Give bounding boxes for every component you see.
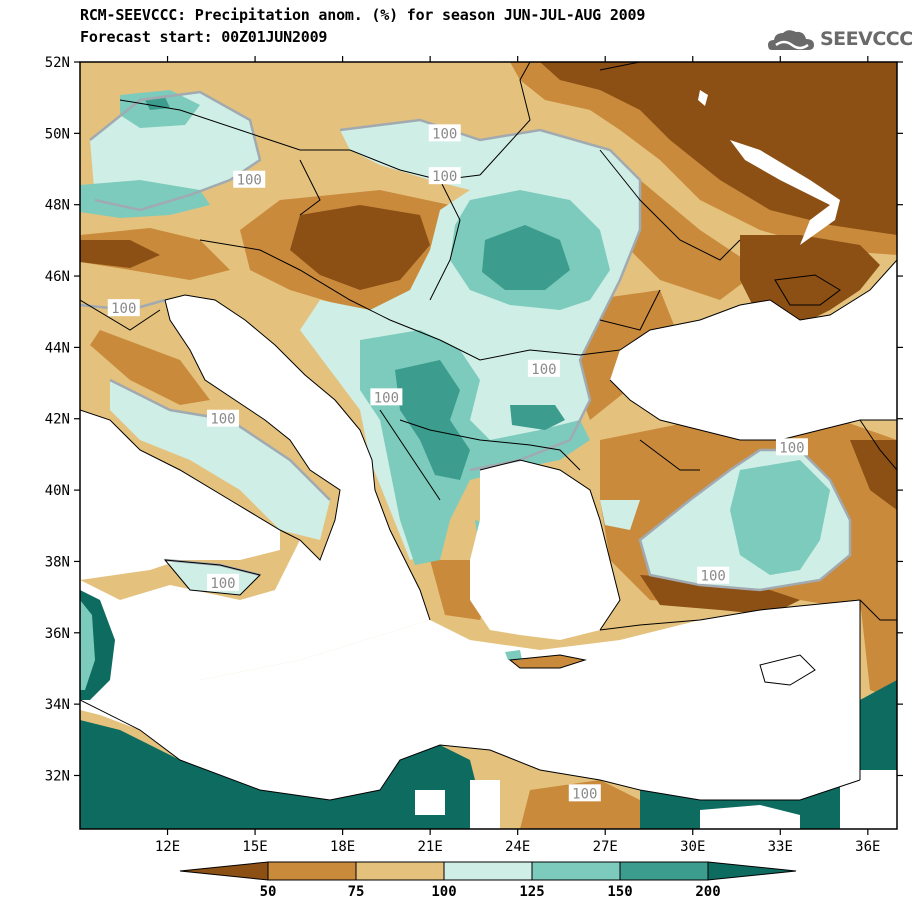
balkan-dark-teal: [395, 360, 470, 480]
axis-ticks: 52N 50N 48N 46N 44N 42N 40N 38N 36N 34N 32N 12E 15E 1…: [45, 55, 903, 855]
lon-tick-label: 30E: [680, 839, 705, 855]
turkey-dark: [640, 575, 800, 615]
colorbar-label: 100: [431, 884, 457, 900]
contour-label-bg: [775, 438, 808, 456]
lat-tick-label: 42N: [45, 412, 70, 428]
forecast-start: Forecast start: 00Z01JUN2009: [80, 28, 328, 46]
lat-tick-label: 40N: [45, 483, 70, 499]
aegean-light: [600, 500, 640, 530]
colorbar-segment: [179, 861, 269, 881]
tunisia-light: [80, 600, 95, 690]
colorbar-segment: [531, 861, 621, 881]
lat-tick-label: 52N: [45, 55, 70, 71]
lon-tick-label: 12E: [155, 839, 180, 855]
africa-teal: [80, 720, 480, 829]
contour-label: 100: [237, 173, 262, 189]
contour-label: 100: [779, 440, 804, 456]
lon-tick-label: 18E: [330, 839, 355, 855]
lat-tick-label: 50N: [45, 126, 70, 142]
contour-label: 100: [531, 362, 556, 378]
contour-label-bg: [233, 170, 266, 188]
logo-text: SEEVCCC: [820, 28, 913, 50]
lon-tick-label: 15E: [242, 839, 267, 855]
contour-labels: 100 100 100 100 100 100 100 100 100 100 100: [107, 124, 808, 802]
cloud-icon: [768, 30, 814, 50]
lon-tick-label: 27E: [593, 839, 618, 855]
mediterranean-sea: [80, 600, 860, 800]
contour-label-bg: [206, 409, 239, 427]
turkey-dark-ne: [850, 440, 897, 510]
romania-dark-teal: [482, 225, 570, 290]
czech-dark-teal: [145, 97, 170, 110]
alps-dark: [80, 240, 160, 268]
lon-tick-label: 24E: [505, 839, 530, 855]
black-sea: [610, 260, 897, 440]
lat-tick-label: 36N: [45, 626, 70, 642]
map-title: RCM-SEEVCCC: Precipitation anom. (%) for…: [80, 6, 646, 24]
dnieper-line: [730, 140, 840, 245]
lat-tick-label: 38N: [45, 554, 70, 570]
ukraine-brown-2: [620, 180, 760, 300]
map-frame: [79, 61, 898, 830]
egypt-white: [700, 805, 800, 829]
crimea: [775, 275, 840, 305]
contour-label-bg: [527, 359, 560, 377]
contour-label: 100: [572, 786, 597, 802]
lat-tick-label: 48N: [45, 198, 70, 214]
contour-label: 100: [432, 169, 457, 185]
africa-white-3: [840, 770, 897, 829]
contour-label-bg: [697, 566, 730, 584]
map-fields: [80, 62, 897, 829]
contour-label-bg: [568, 784, 601, 802]
contour-label-bg: [370, 388, 403, 406]
lat-tick-label: 34N: [45, 697, 70, 713]
colorbar-label: 200: [695, 884, 721, 900]
tyrrhenian-sea: [80, 410, 280, 580]
aegean-sea: [470, 460, 620, 640]
colorbar-segment: [267, 861, 357, 881]
italy-brown: [90, 330, 210, 405]
contour-label-bg: [107, 299, 140, 317]
crete-teal: [505, 650, 522, 660]
hungary-dark: [290, 205, 430, 290]
colorbar: [179, 861, 797, 881]
africa-white-2: [470, 780, 500, 829]
turkey-teal: [730, 460, 830, 575]
colorbar-label: 125: [519, 884, 545, 900]
colorbar-segment: [355, 861, 445, 881]
colorbar-segment: [707, 861, 797, 881]
bulgaria-dark-teal: [510, 405, 565, 430]
contour-label: 100: [432, 126, 457, 142]
kiev-dot: [698, 90, 708, 106]
contour-label: 100: [701, 569, 726, 585]
colorbar-label: 75: [347, 884, 365, 900]
contour-label-bg: [428, 124, 461, 142]
lat-tick-label: 46N: [45, 269, 70, 285]
contour-label: 100: [111, 301, 136, 317]
italy-light: [110, 380, 330, 540]
germany-teal: [80, 180, 210, 218]
colorbar-segment: [443, 861, 533, 881]
lat-tick-label: 32N: [45, 768, 70, 784]
contour-label: 100: [210, 412, 235, 428]
libya-brown: [520, 780, 640, 829]
levant-brown: [860, 580, 897, 700]
adriatic-sea: [80, 295, 430, 705]
colorbar-label: 50: [259, 884, 277, 900]
lon-tick-label: 33E: [768, 839, 793, 855]
contour-label-bg: [428, 167, 461, 185]
egypt-teal: [640, 680, 897, 829]
colorbar-segment: [619, 861, 709, 881]
lon-tick-label: 21E: [417, 839, 442, 855]
contour-label: 100: [374, 390, 399, 406]
lat-tick-label: 44N: [45, 340, 70, 356]
colorbar-label: 150: [607, 884, 633, 900]
contour-label-bg: [206, 573, 239, 591]
lon-tick-label: 36E: [855, 839, 880, 855]
africa-white-1: [415, 790, 445, 815]
contour-label: 100: [210, 576, 235, 592]
